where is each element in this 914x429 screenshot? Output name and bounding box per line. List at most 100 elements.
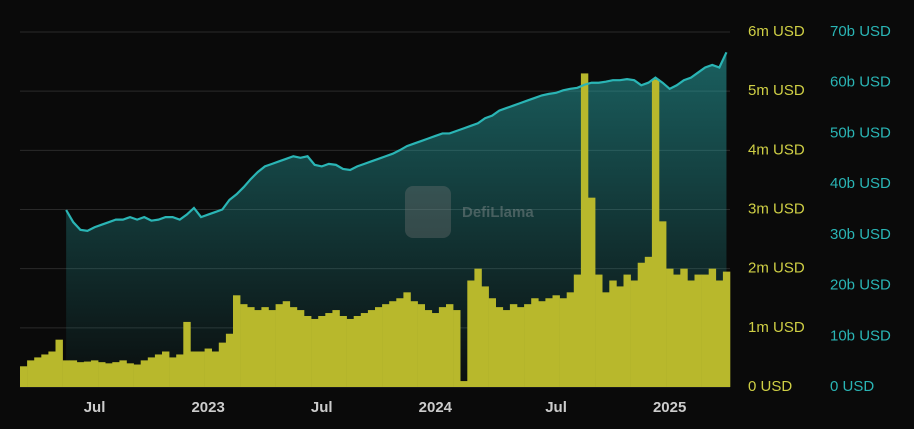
bar (680, 268, 688, 387)
bar (304, 316, 312, 387)
x-tick-label: 2023 (191, 399, 224, 416)
bar (119, 360, 127, 387)
y-tick-label: 5m USD (748, 82, 805, 99)
bar (509, 304, 518, 387)
bar (268, 310, 276, 387)
bar (126, 363, 134, 387)
bar (69, 360, 78, 387)
watermark: DefiLlama (405, 186, 534, 238)
bar (332, 310, 340, 387)
bar (559, 298, 567, 387)
bar (438, 307, 447, 387)
y2-tick-label: 10b USD (830, 327, 891, 344)
bar (531, 298, 539, 387)
x-tick-label: Jul (311, 399, 333, 416)
bar (694, 274, 702, 387)
bar (225, 333, 234, 387)
bar (403, 292, 411, 387)
bar (112, 362, 120, 387)
bar (687, 280, 695, 387)
bar (254, 310, 262, 387)
bar (410, 301, 418, 387)
bar (48, 351, 56, 387)
bar (289, 307, 298, 387)
bar (595, 274, 603, 387)
bar (502, 310, 511, 387)
bar (552, 295, 560, 387)
bar (474, 268, 482, 387)
bar (623, 274, 631, 387)
x-tick-label: 2025 (653, 399, 686, 416)
bar (325, 313, 333, 387)
y2-tick-label: 50b USD (830, 124, 891, 141)
y2-tick-label: 20b USD (830, 277, 891, 294)
bar (76, 362, 85, 387)
bar (169, 357, 177, 387)
bar (140, 360, 149, 387)
bar (431, 313, 440, 387)
bar (147, 357, 156, 387)
bar (524, 304, 532, 387)
bar (467, 280, 475, 387)
y2-tick-label: 30b USD (830, 226, 891, 243)
bar (154, 354, 163, 387)
bar (715, 280, 724, 387)
bar (162, 351, 170, 387)
bar (580, 73, 589, 388)
bar (630, 280, 638, 387)
y-tick-label: 0 USD (748, 378, 792, 395)
y2-tick-label: 40b USD (830, 175, 891, 192)
bar (396, 298, 404, 387)
y-tick-label: 2m USD (748, 260, 805, 277)
bar (83, 361, 92, 387)
x-tick-label: Jul (84, 399, 106, 416)
bar (218, 342, 227, 387)
x-tick-label: 2024 (419, 399, 453, 416)
bar (708, 268, 717, 387)
bar (460, 381, 468, 387)
bar (389, 301, 397, 387)
y2-tick-label: 0 USD (830, 378, 874, 395)
watermark-logo (405, 186, 451, 238)
bar (197, 351, 205, 387)
bar (41, 354, 49, 387)
bar (382, 304, 390, 387)
bar (133, 364, 141, 387)
bar (453, 310, 461, 387)
bar (105, 363, 113, 387)
bar (98, 362, 106, 387)
bar (353, 316, 362, 387)
bar (573, 274, 582, 387)
bar (34, 357, 42, 387)
bar (545, 298, 553, 387)
bar (673, 274, 681, 387)
y-tick-label: 4m USD (748, 141, 805, 158)
bar (538, 301, 546, 387)
bar (360, 313, 369, 387)
bar (517, 307, 525, 387)
bar (346, 318, 354, 387)
area-line (65, 51, 728, 232)
bar (247, 307, 255, 387)
bar (495, 307, 504, 387)
bar (339, 316, 347, 387)
x-tick-label: Jul (545, 399, 567, 416)
bar (240, 304, 248, 387)
bar (375, 307, 383, 387)
bar (609, 280, 617, 387)
bar (424, 310, 433, 387)
y-tick-label: 6m USD (748, 23, 805, 40)
bar (701, 274, 709, 387)
bar (481, 286, 489, 387)
bar (651, 79, 660, 387)
bar (55, 339, 63, 387)
bar (176, 354, 184, 387)
bar (27, 360, 35, 387)
bar (637, 262, 646, 387)
bar (62, 360, 70, 387)
y2-tick-label: 60b USD (830, 74, 891, 91)
bar (211, 351, 220, 387)
y-tick-label: 1m USD (748, 319, 805, 336)
bar (722, 271, 731, 387)
